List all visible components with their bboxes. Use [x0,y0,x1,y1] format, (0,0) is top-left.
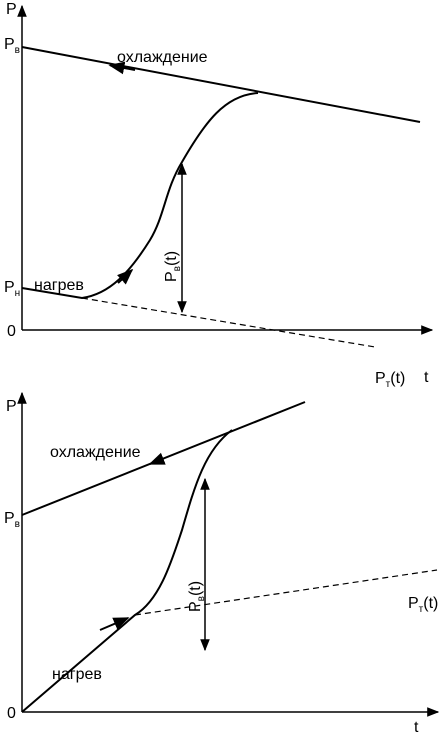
arrow [99,617,130,631]
y-axis-label: P [6,1,17,18]
p-sub: н [15,288,21,299]
arrow [148,452,166,465]
origin-label: 0 [7,705,16,722]
p-t: Pт(t) [375,370,405,390]
p-main: P [408,595,419,612]
heating-label: нагрев [52,666,102,683]
panel-top: P t 0 охлаждение нагрев Pв Pн Pв(t) Pт(t… [4,1,434,390]
p-diff: Pв(t) [187,581,207,612]
p-main: P [187,601,204,612]
p-sub: в [15,45,20,56]
p-main: P [375,370,386,387]
panel-bottom: P t 0 охлаждение нагрев Pв Pв(t) Pт(t) [4,391,440,735]
y-axis-label: P [6,398,17,415]
p-main: P [163,271,180,282]
p-sub: т [419,604,424,615]
p-arg: (t) [423,595,438,612]
cooling-line [21,46,421,123]
origin-label: 0 [7,323,16,340]
arrow [117,268,134,285]
p-sub: в [172,266,183,271]
heating-curve [21,429,233,713]
p-t: Pт(t) [408,595,438,615]
p-upper: Pв [4,510,20,530]
p-main: P [4,279,15,296]
dashed-line [134,569,438,616]
p-lower: Pн [4,279,20,299]
p-arg: (t) [187,581,204,596]
heating-curve [21,92,259,300]
dashed-line [81,297,376,348]
p-sub: в [15,519,20,530]
x-axis-label: t [414,719,419,735]
p-sub: в [196,596,207,601]
x-axis-label: t [424,369,429,386]
p-arg: (t) [390,370,405,387]
p-sub: т [386,379,391,390]
arrow [108,61,136,75]
p-main: P [4,510,15,527]
p-arg: (t) [163,251,180,266]
cooling-label: охлаждение [50,444,141,461]
heating-label: нагрев [34,277,84,294]
cooling-label: охлаждение [117,49,208,66]
p-upper: Pв [4,36,20,56]
p-diff: Pв(t) [163,251,183,282]
p-main: P [4,36,15,53]
